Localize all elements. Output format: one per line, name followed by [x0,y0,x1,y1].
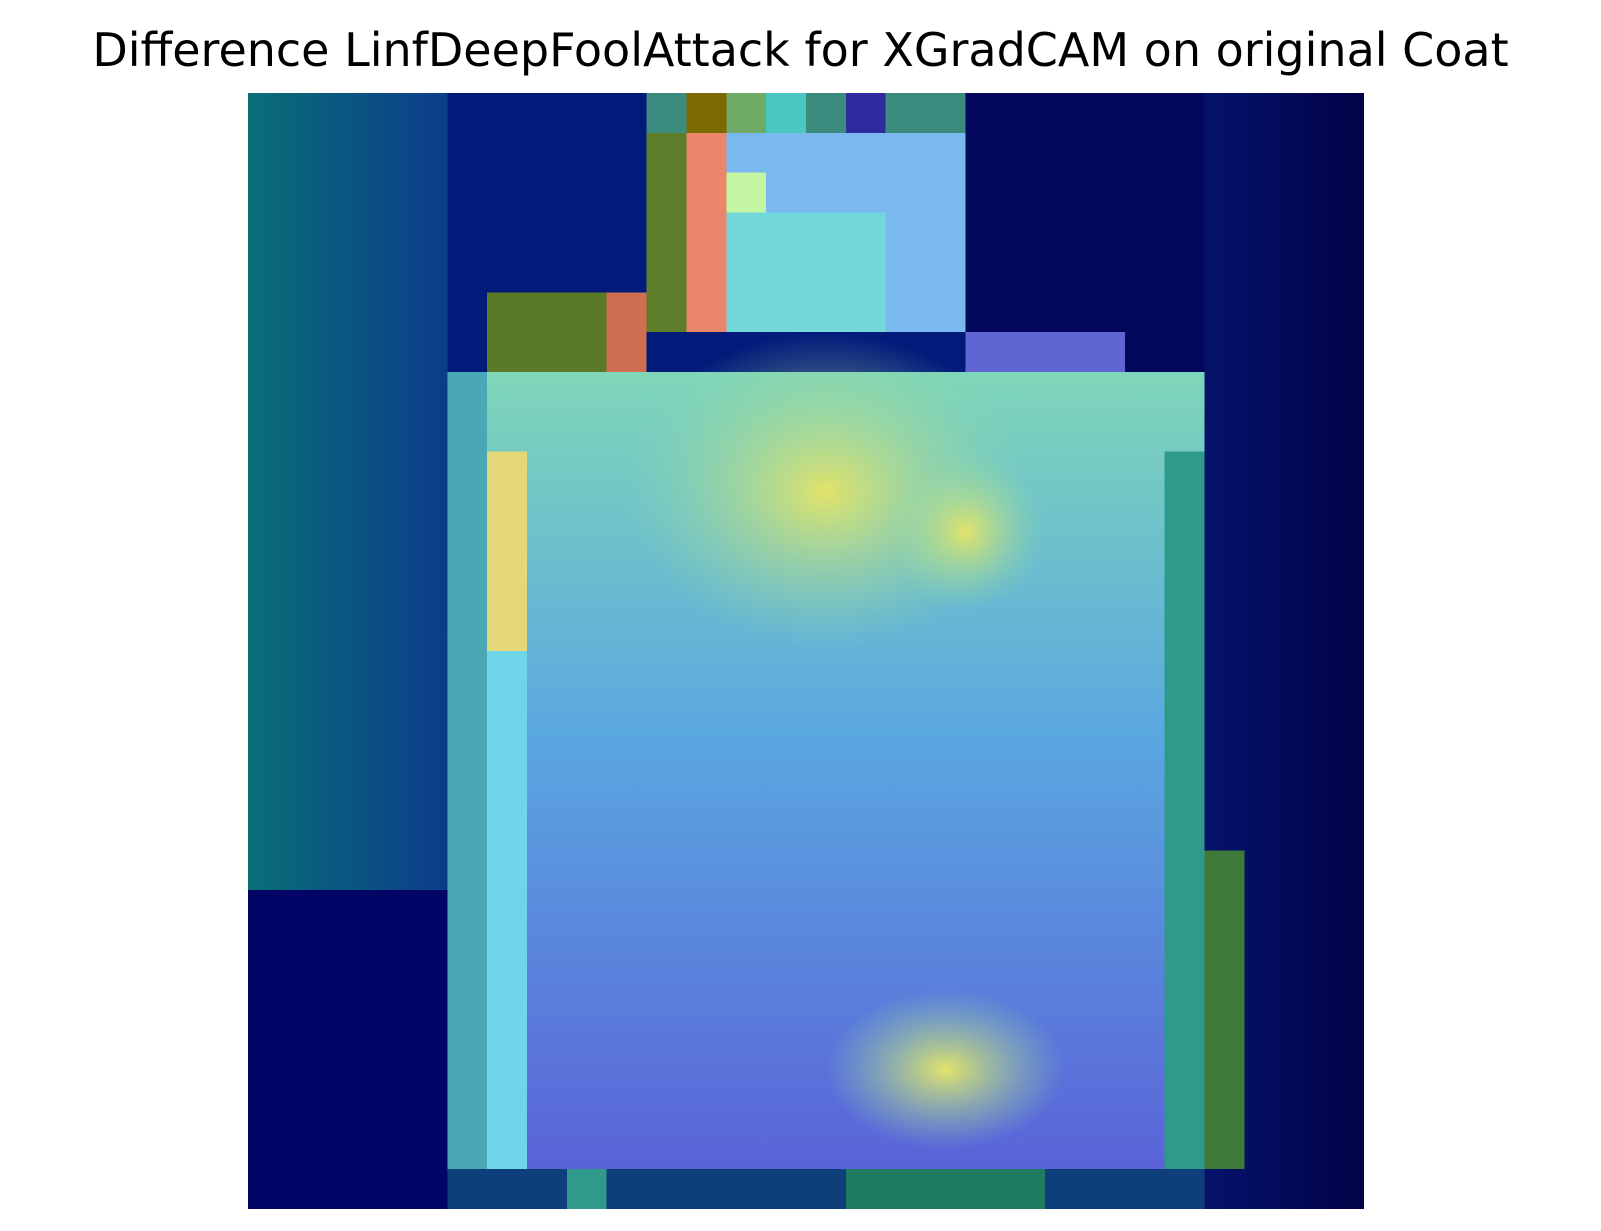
coat-right-edge [1164,451,1205,1170]
left-region [248,93,448,891]
coat-left-edge [447,372,488,1170]
activation-hotspot-lower [825,989,1066,1150]
lower-left-region [248,890,448,1209]
figure-title: Difference LinfDeepFoolAttack for XGradC… [92,23,1509,77]
coat-hem [447,1169,1205,1209]
heatmap-image [248,93,1364,1209]
